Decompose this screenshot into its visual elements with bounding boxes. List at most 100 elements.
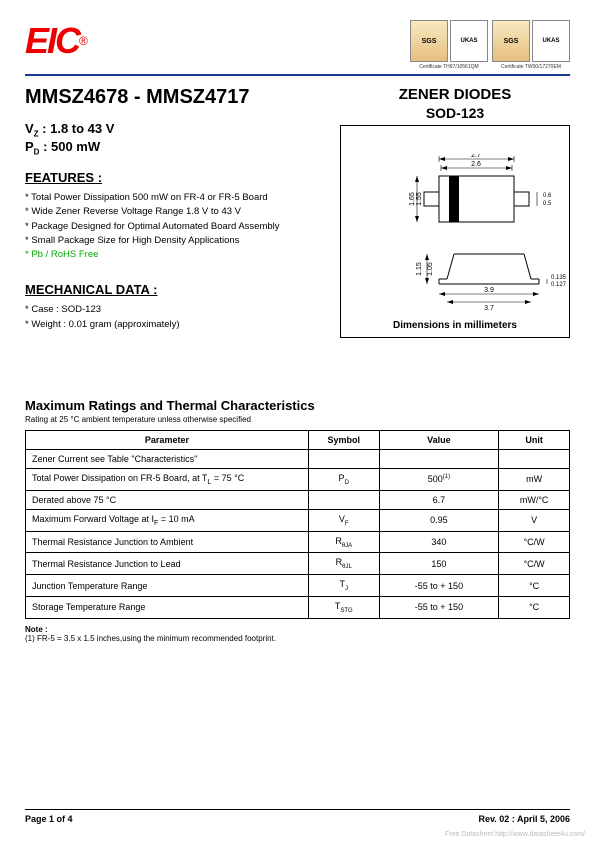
cert-group-2: SGS UKAS Certificate TW00/17270EM: [492, 20, 570, 70]
mech-item: * Case : SOD-123: [25, 303, 330, 317]
cert-group-1: SGS UKAS Certificate TH97/10561QM: [410, 20, 488, 70]
svg-text:0.127: 0.127: [551, 282, 567, 288]
mech-item: * Weight : 0.01 gram (approximately): [25, 318, 330, 332]
vz-label: V: [25, 121, 34, 136]
cell-unit: °C/W: [499, 553, 570, 575]
cell-parameter: Derated above 75 °C: [26, 490, 309, 509]
mechanical-head: MECHANICAL DATA :: [25, 282, 330, 297]
watermark: Free Datasheet http://www.datasheet4u.co…: [445, 831, 585, 838]
table-row: Zener Current see Table "Characteristics…: [26, 450, 570, 469]
cell-unit: mW/°C: [499, 490, 570, 509]
feature-item: * Wide Zener Reverse Voltage Range 1.8 V…: [25, 205, 330, 219]
col-parameter: Parameter: [26, 431, 309, 450]
cell-symbol: TJ: [308, 575, 379, 597]
footer-rule: [25, 809, 570, 810]
cell-parameter: Thermal Resistance Junction to Ambient: [26, 531, 309, 553]
cell-symbol: RθJA: [308, 531, 379, 553]
cell-unit: °C/W: [499, 531, 570, 553]
cert-sgs-icon: SGS: [492, 20, 530, 62]
cell-parameter: Junction Temperature Range: [26, 575, 309, 597]
features-head: FEATURES :: [25, 170, 330, 185]
cell-unit: °C: [499, 575, 570, 597]
svg-text:3.9: 3.9: [484, 287, 494, 294]
package-side-view-icon: 1.15 1.05 0.135 0.127 3.9 3.7: [399, 246, 569, 316]
revision: Rev. 02 : April 5, 2006: [478, 814, 570, 824]
col-symbol: Symbol: [308, 431, 379, 450]
page-number: Page 1 of 4: [25, 814, 73, 824]
cert-sgs-icon: SGS: [410, 20, 448, 62]
cert-ukas-icon: UKAS: [450, 20, 488, 62]
key-specs: VZ : 1.8 to 43 V PD : 500 mW: [25, 121, 330, 156]
svg-text:2.7: 2.7: [471, 154, 481, 159]
cell-parameter: Storage Temperature Range: [26, 596, 309, 618]
cell-symbol: VF: [308, 509, 379, 531]
col-unit: Unit: [499, 431, 570, 450]
cell-parameter: Maximum Forward Voltage at IF = 10 mA: [26, 509, 309, 531]
features-list: * Total Power Dissipation 500 mW on FR-4…: [25, 191, 330, 262]
cell-value: 150: [379, 553, 499, 575]
cert-badges: SGS UKAS Certificate TH97/10561QM SGS UK…: [410, 20, 570, 70]
table-row: Derated above 75 °C 6.7mW/°C: [26, 490, 570, 509]
svg-text:1.65: 1.65: [409, 192, 416, 206]
svg-text:0.135: 0.135: [551, 275, 567, 281]
cell-value: 6.7: [379, 490, 499, 509]
header: EIC ® SGS UKAS Certificate TH97/10561QM …: [25, 20, 570, 70]
note-body: (1) FR-5 = 3.5 x 1.5 inches,using the mi…: [25, 634, 276, 643]
cert-ukas-icon: UKAS: [532, 20, 570, 62]
zener-title: ZENER DIODES: [340, 86, 570, 103]
cell-symbol: PD: [308, 469, 379, 491]
cell-parameter: Thermal Resistance Junction to Lead: [26, 553, 309, 575]
ratings-table: Parameter Symbol Value Unit Zener Curren…: [25, 430, 570, 619]
feature-rohs: * Pb / RoHS Free: [25, 248, 330, 262]
note: Note : (1) FR-5 = 3.5 x 1.5 inches,using…: [25, 625, 570, 643]
cell-parameter: Zener Current see Table "Characteristics…: [26, 450, 309, 469]
logo-text: EIC: [25, 20, 79, 62]
ratings-title: Maximum Ratings and Thermal Characterist…: [25, 398, 570, 413]
package-title: SOD-123: [340, 105, 570, 121]
feature-item: * Total Power Dissipation 500 mW on FR-4…: [25, 191, 330, 205]
dimensions-label: Dimensions in millimeters: [349, 320, 561, 331]
cell-value: -55 to + 150: [379, 575, 499, 597]
ratings-subtitle: Rating at 25 °C ambient temperature unle…: [25, 415, 570, 424]
svg-text:1.15: 1.15: [416, 262, 423, 276]
table-row: Maximum Forward Voltage at IF = 10 mAVF0…: [26, 509, 570, 531]
svg-text:0.6: 0.6: [543, 193, 552, 199]
cert-label-2: Certificate TW00/17270EM: [501, 64, 561, 70]
cell-value: -55 to + 150: [379, 596, 499, 618]
svg-text:1.05: 1.05: [427, 262, 434, 276]
header-rule: [25, 74, 570, 76]
table-row: Thermal Resistance Junction to AmbientRθ…: [26, 531, 570, 553]
part-title: MMSZ4678 - MMSZ4717: [25, 86, 330, 109]
pd-val: : 500 mW: [39, 139, 100, 154]
cell-value: 340: [379, 531, 499, 553]
cert-label-1: Certificate TH97/10561QM: [419, 64, 478, 70]
pd-label: P: [25, 139, 34, 154]
feature-item: * Package Designed for Optimal Automated…: [25, 220, 330, 234]
table-row: Junction Temperature RangeTJ-55 to + 150…: [26, 575, 570, 597]
cell-value: 0.95: [379, 509, 499, 531]
logo-reg: ®: [79, 34, 88, 48]
cell-symbol: RθJL: [308, 553, 379, 575]
note-head: Note :: [25, 625, 48, 634]
logo: EIC ®: [25, 20, 88, 62]
mechanical-list: * Case : SOD-123 * Weight : 0.01 gram (a…: [25, 303, 330, 332]
cell-unit: [499, 450, 570, 469]
svg-text:1.55: 1.55: [416, 192, 423, 206]
cell-value: 500(1): [379, 469, 499, 491]
cell-parameter: Total Power Dissipation on FR-5 Board, a…: [26, 469, 309, 491]
footer: Page 1 of 4 Rev. 02 : April 5, 2006: [25, 809, 570, 824]
table-row: Storage Temperature RangeTSTG-55 to + 15…: [26, 596, 570, 618]
cell-value: [379, 450, 499, 469]
cell-symbol: TSTG: [308, 596, 379, 618]
col-value: Value: [379, 431, 499, 450]
svg-text:2.6: 2.6: [471, 161, 481, 168]
package-top-view-icon: 2.7 2.6: [409, 154, 559, 234]
cell-symbol: [308, 490, 379, 509]
cell-symbol: [308, 450, 379, 469]
vz-val: : 1.8 to 43 V: [39, 121, 115, 136]
table-row: Total Power Dissipation on FR-5 Board, a…: [26, 469, 570, 491]
cell-unit: V: [499, 509, 570, 531]
package-diagram: 2.7 2.6: [340, 125, 570, 338]
table-header-row: Parameter Symbol Value Unit: [26, 431, 570, 450]
svg-text:3.7: 3.7: [484, 305, 494, 312]
